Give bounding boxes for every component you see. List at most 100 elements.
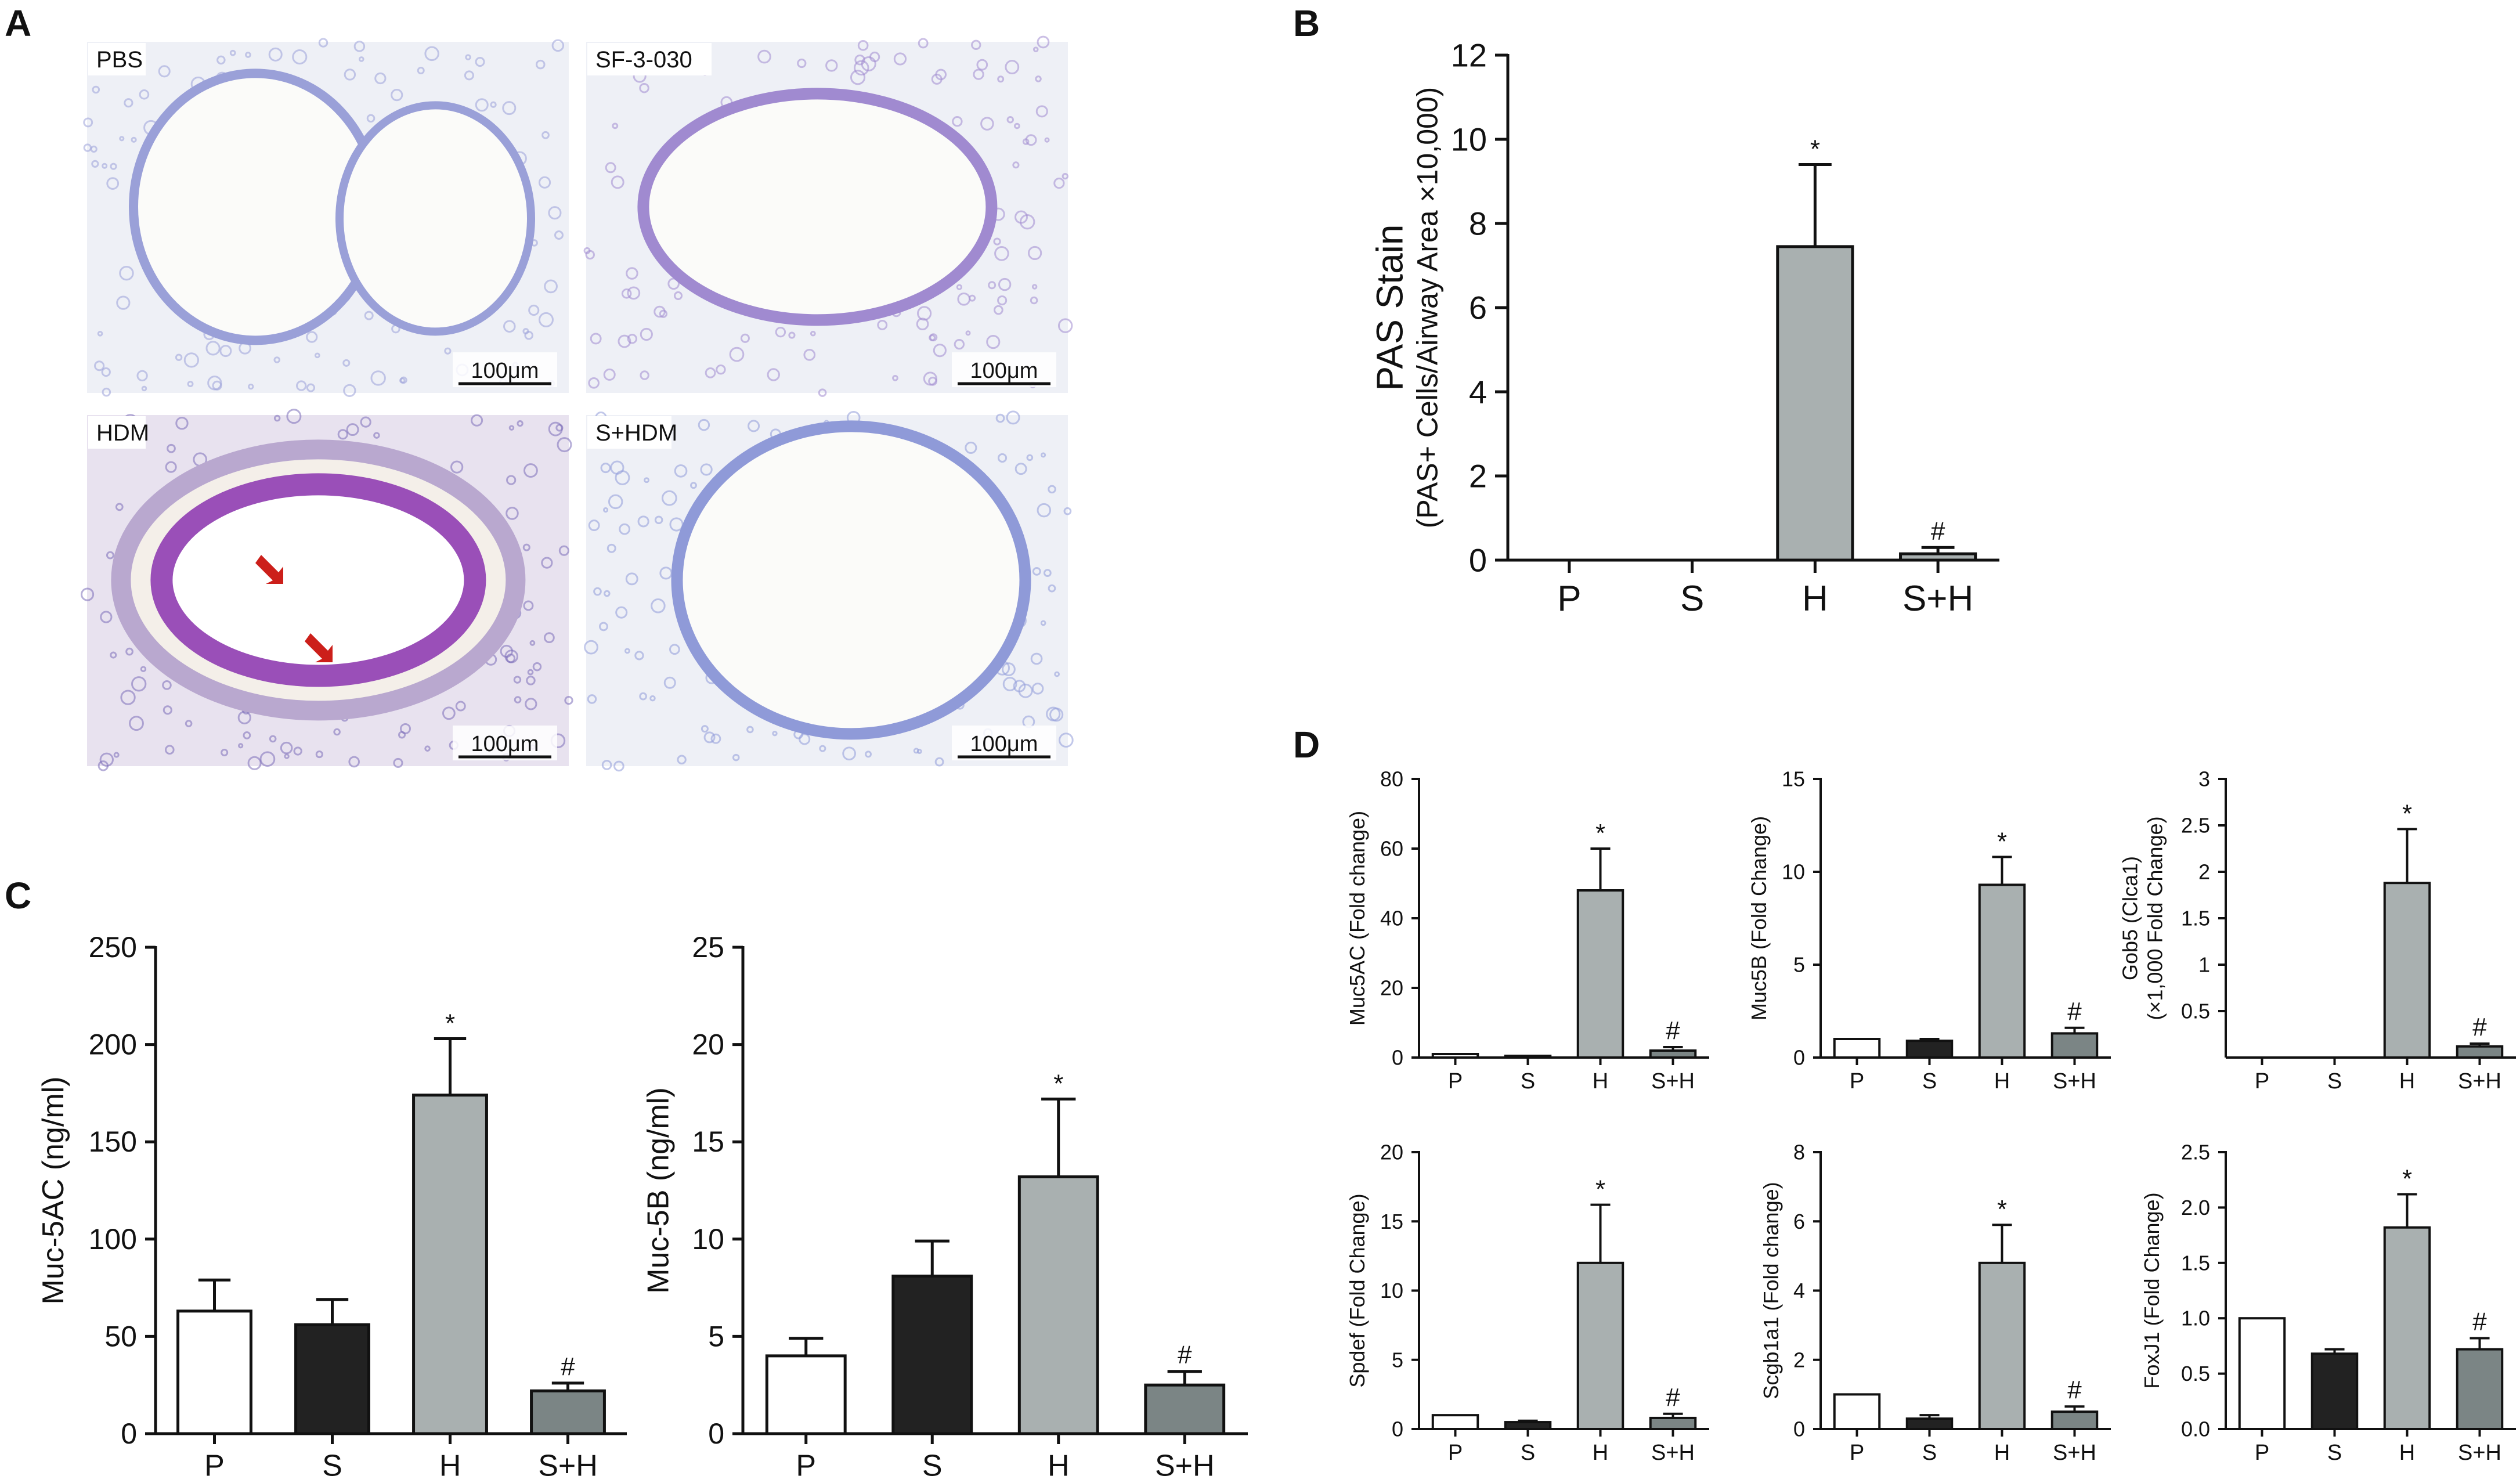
tissue-cell [97, 331, 103, 337]
tissue-cell [767, 368, 780, 381]
y-tick-label: 15 [692, 1125, 724, 1158]
tissue-cell [248, 383, 254, 390]
x-category-label: S [322, 1449, 342, 1483]
tissue-cell [119, 136, 125, 142]
chart-d2: 0 5 10 15 P S H * S+H # Muc5B (Fold Change) [1747, 767, 2111, 1094]
tissue-cell [956, 284, 963, 290]
tissue-cell [1035, 75, 1042, 82]
scale-bar-box [453, 352, 557, 387]
bar-s [294, 1323, 370, 1435]
tissue-cell [442, 706, 456, 720]
x-category-label: S+H [2053, 1441, 2096, 1465]
tissue-cell [527, 669, 534, 676]
tissue-cell [506, 475, 517, 485]
tissue-cell [667, 277, 680, 290]
tissue-cell [523, 463, 538, 478]
tissue-cell [337, 429, 348, 440]
tissue-cell [854, 54, 865, 66]
tissue-cell [102, 163, 108, 169]
tissue-cell [703, 731, 716, 744]
micrograph-label-box [587, 43, 712, 75]
tissue-cell [923, 371, 937, 386]
tissue-cell [141, 385, 147, 392]
x-category-label: S [1922, 1069, 1937, 1094]
tissue-cell [674, 291, 683, 300]
y-tick-label: 0.5 [2181, 1362, 2210, 1385]
tissue-cell [131, 136, 137, 143]
tissue-cell [877, 319, 888, 330]
chart-d1: 0 20 40 60 80 P S H * S+H # Muc5AC (Fold change) [1345, 767, 1709, 1094]
y-tick-label: 0.0 [2181, 1417, 2210, 1441]
y-tick-label: 50 [104, 1320, 137, 1352]
y-tick-label: 100 [89, 1223, 137, 1255]
tissue-cell [243, 731, 251, 739]
tissue-cell [183, 352, 199, 368]
tissue-cell [1058, 733, 1074, 748]
tissue-cell [729, 347, 745, 362]
tissue-cell [604, 590, 611, 597]
tissue-cell [219, 345, 232, 358]
tissue-cell [995, 413, 1005, 423]
y-tick-label: 0 [1392, 1417, 1403, 1441]
tissue-cell [124, 98, 133, 108]
tissue-cell [593, 587, 602, 596]
tissue-cell [465, 54, 471, 60]
tissue-cell [343, 384, 356, 398]
tissue-cell [1030, 296, 1038, 305]
tissue-cell [393, 757, 403, 768]
tissue-cell [1037, 503, 1052, 518]
x-category-label: H [1994, 1069, 2010, 1094]
tissue-cell [125, 647, 133, 656]
x-category-label: P [1448, 1441, 1463, 1465]
tissue-cell [564, 695, 573, 705]
bar-splush [2456, 1045, 2504, 1059]
tissue-cell [280, 741, 293, 755]
tissue-cell [1014, 122, 1020, 129]
y-tick-label: 0 [708, 1417, 724, 1450]
y-tick-label: 2 [1793, 1348, 1805, 1372]
tissue-cell [526, 676, 536, 685]
tissue-cell [83, 117, 93, 128]
tissue-cell [116, 295, 131, 310]
tissue-cell [162, 680, 172, 690]
tissue-cell [1019, 214, 1035, 230]
scale-bar-label: 100μm [970, 359, 1038, 383]
tissue-cell [216, 55, 226, 65]
panel-label-b: B [1293, 2, 1320, 44]
significance-star: * [2402, 1165, 2412, 1193]
tissue-cell [1022, 138, 1030, 145]
tissue-cell [810, 330, 816, 337]
tissue-cell [558, 545, 569, 556]
bar-splush [530, 1389, 606, 1435]
x-category-label: P [1557, 579, 1581, 619]
y-tick-label: 0 [1392, 1046, 1403, 1070]
tissue-cell [994, 305, 1003, 315]
significance-hash: # [2067, 997, 2082, 1026]
tissue-cell [705, 367, 716, 378]
tissue-cell [605, 162, 616, 174]
tissue-cell [606, 543, 616, 553]
significance-star: * [1810, 135, 1820, 164]
tissue-cell [284, 753, 290, 759]
bar-h [2383, 1226, 2431, 1430]
tissue-cell [113, 752, 120, 758]
tissue-cell [601, 760, 612, 770]
tissue-cell [892, 374, 898, 381]
y-tick-label: 0 [1469, 542, 1487, 579]
x-category-label: P [1448, 1069, 1463, 1094]
tissue-cell [424, 745, 431, 752]
tissue-cell [115, 503, 124, 511]
tissue-cell [585, 250, 595, 260]
tissue-cell [916, 317, 929, 331]
y-axis-label-secondary: (PAS+ Cells/Airway Area ×10,000) [1411, 87, 1444, 529]
tissue-cell [661, 490, 677, 506]
tissue-cell [358, 56, 364, 62]
y-tick-label: 25 [692, 931, 724, 964]
tissue-cell [854, 60, 869, 76]
x-category-label: S+H [2458, 1069, 2501, 1094]
y-tick-label: 1.5 [2181, 1251, 2210, 1275]
tissue-cell [175, 353, 183, 361]
tissue-cell [619, 523, 631, 535]
x-category-label: S [1680, 579, 1704, 619]
tissue-cell [1002, 677, 1017, 691]
